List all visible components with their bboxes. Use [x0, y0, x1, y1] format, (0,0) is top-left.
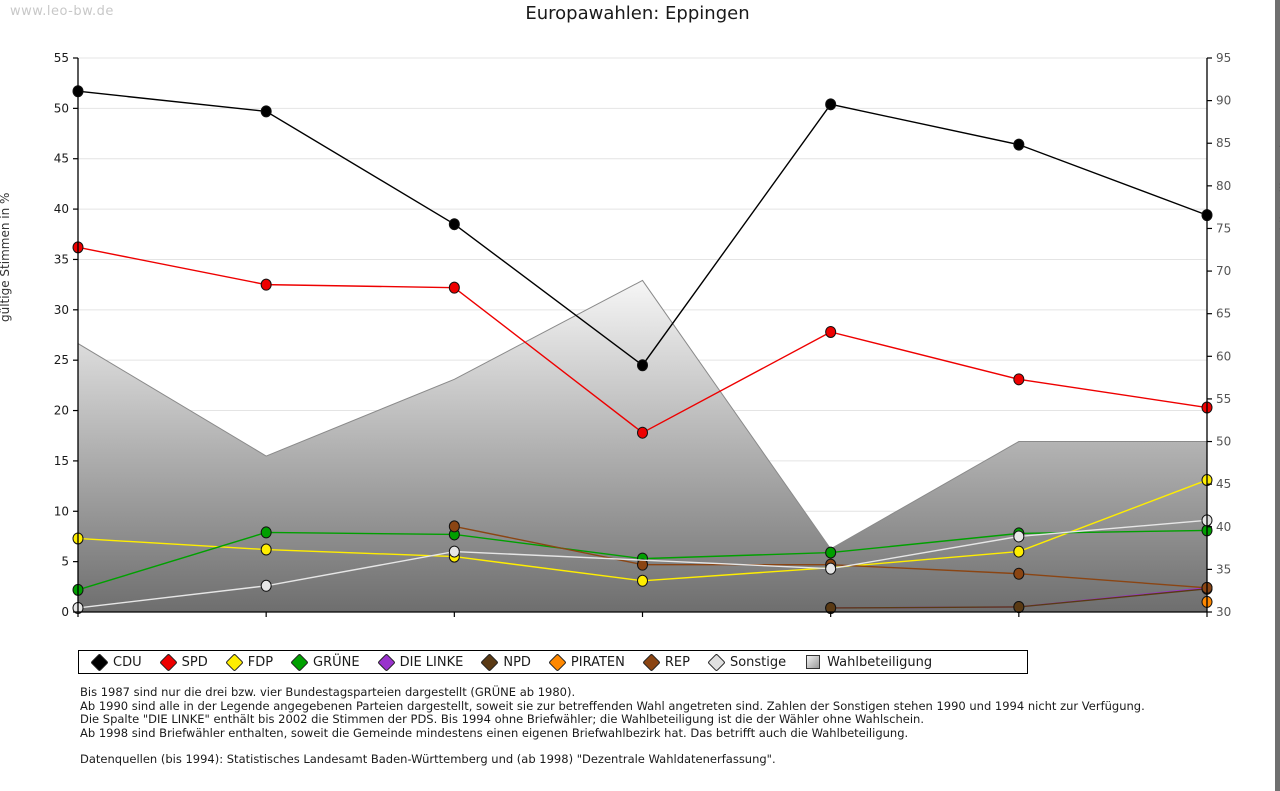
- legend-item-cdu[interactable]: CDU: [90, 652, 142, 672]
- datapoint-fdp: [1013, 545, 1025, 558]
- datapoint-sonstige: [825, 562, 837, 575]
- legend-item-label: REP: [664, 654, 690, 670]
- svg-text:0: 0: [61, 605, 69, 619]
- svg-text:15: 15: [54, 454, 69, 468]
- legend-item-wahlbeteiligung[interactable]: Wahlbeteiligung: [806, 655, 932, 670]
- legend-item-label: Wahlbeteiligung: [827, 654, 933, 670]
- legend-item-label: DIE LINKE: [399, 654, 464, 670]
- svg-text:35: 35: [54, 252, 69, 266]
- datapoint-rep: [637, 558, 648, 571]
- datapoint-cdu: [448, 218, 460, 231]
- legend-swatch-diamond: [548, 652, 567, 672]
- footnotes: Bis 1987 sind nur die drei bzw. vier Bun…: [80, 685, 1145, 740]
- legend-swatch-diamond: [480, 652, 500, 672]
- svg-text:80: 80: [1216, 179, 1231, 193]
- footnote-line-4: Ab 1998 sind Briefwähler enthalten, sowe…: [80, 725, 909, 740]
- legend-item-npd[interactable]: NPD: [480, 652, 531, 672]
- legend-item-rep[interactable]: REP: [642, 652, 690, 672]
- datapoint-spd: [260, 278, 272, 291]
- legend-item-die-linke[interactable]: DIE LINKE: [376, 652, 464, 672]
- datapoint-spd: [825, 325, 837, 338]
- svg-text:55: 55: [54, 51, 69, 65]
- datapoint-sonstige: [448, 545, 460, 558]
- datapoint-rep: [448, 520, 460, 533]
- legend-item-spd[interactable]: SPD: [158, 652, 208, 672]
- chart-canvas: 0 5 10 15 20 25 30 35 40 45 50 55 30 35 40 45 50 55 60 65 70…: [54, 51, 1232, 634]
- svg-text:40: 40: [1216, 520, 1231, 534]
- plot-area: 0 5 10 15 20 25 30 35 40 45 50 55 30 35 40 45 50 55 60 65 70…: [0, 50, 1280, 634]
- legend-item-label: CDU: [113, 654, 142, 670]
- legend-item-label: PIRATEN: [570, 654, 625, 670]
- y-axis-left-label: gültige Stimmen in %: [0, 193, 12, 322]
- svg-text:45: 45: [54, 152, 69, 166]
- chart-legend: CDU SPD FDP GRÜNE DIE LINKE NPD PIRATEN REP Sons…: [78, 650, 1028, 674]
- datapoint-sonstige: [1013, 530, 1025, 543]
- legend-swatch-diamond: [90, 652, 109, 672]
- legend-item-label: FDP: [247, 654, 274, 670]
- legend-swatch-square: [806, 655, 821, 669]
- svg-text:30: 30: [1216, 605, 1231, 619]
- datapoint-cdu: [260, 105, 272, 118]
- legend-item-label: Sonstige: [729, 654, 787, 670]
- svg-text:35: 35: [1216, 562, 1231, 576]
- page-title: Europawahlen: Eppingen: [525, 3, 750, 24]
- svg-text:75: 75: [1216, 221, 1231, 235]
- datapoint-grüne: [825, 546, 837, 559]
- svg-text:30: 30: [54, 303, 69, 317]
- legend-swatch-diamond: [290, 652, 309, 672]
- legend-swatch-diamond: [642, 652, 661, 672]
- datapoint-cdu: [825, 98, 837, 111]
- datapoint-grüne: [260, 526, 272, 539]
- svg-text:50: 50: [1216, 435, 1231, 449]
- svg-text:95: 95: [1216, 51, 1231, 65]
- datapoint-cdu: [1013, 138, 1025, 151]
- datapoint-npd: [1013, 600, 1025, 613]
- party-series: [72, 85, 1213, 614]
- datapoint-spd: [448, 281, 460, 294]
- footnote-line-2: Ab 1990 sind alle in der Legende angegeb…: [80, 698, 1145, 713]
- datapoint-sonstige: [260, 579, 272, 592]
- legend-swatch-diamond: [376, 652, 396, 672]
- svg-text:60: 60: [1216, 349, 1231, 363]
- svg-text:55: 55: [1216, 392, 1231, 406]
- datapoint-rep: [1013, 567, 1025, 580]
- svg-text:20: 20: [54, 404, 69, 418]
- svg-text:45: 45: [1216, 477, 1231, 491]
- svg-text:70: 70: [1216, 264, 1231, 278]
- footnote-line-3: Die Spalte "DIE LINKE" enthält bis 2002 …: [80, 712, 924, 726]
- legend-swatch-diamond: [225, 652, 244, 672]
- svg-text:10: 10: [54, 504, 69, 518]
- legend-item-fdp[interactable]: FDP: [225, 652, 274, 672]
- legend-item-sonstige[interactable]: Sonstige: [707, 652, 787, 672]
- datapoint-cdu: [637, 359, 648, 372]
- svg-text:90: 90: [1216, 94, 1231, 108]
- data-source-note: Datenquellen (bis 1994): Statistisches L…: [80, 752, 776, 766]
- svg-text:25: 25: [54, 353, 69, 367]
- legend-item-piraten[interactable]: PIRATEN: [548, 652, 625, 672]
- legend-item-grüne[interactable]: GRÜNE: [290, 652, 360, 672]
- legend-swatch-diamond: [707, 652, 726, 672]
- svg-text:85: 85: [1216, 136, 1231, 150]
- svg-text:40: 40: [54, 202, 69, 216]
- datapoint-spd: [637, 426, 648, 439]
- legend-item-label: NPD: [503, 654, 531, 670]
- datapoint-fdp: [260, 543, 272, 556]
- datapoint-spd: [1013, 373, 1025, 386]
- legend-item-label: SPD: [181, 654, 208, 670]
- svg-text:65: 65: [1216, 307, 1231, 321]
- legend-item-label: GRÜNE: [313, 654, 360, 670]
- watermark: www.leo-bw.de: [10, 4, 114, 19]
- datapoint-fdp: [637, 574, 648, 587]
- legend-swatch-diamond: [158, 652, 178, 672]
- footnote-line-1: Bis 1987 sind nur die drei bzw. vier Bun…: [80, 685, 576, 699]
- svg-text:50: 50: [54, 101, 69, 115]
- svg-text:5: 5: [61, 555, 69, 569]
